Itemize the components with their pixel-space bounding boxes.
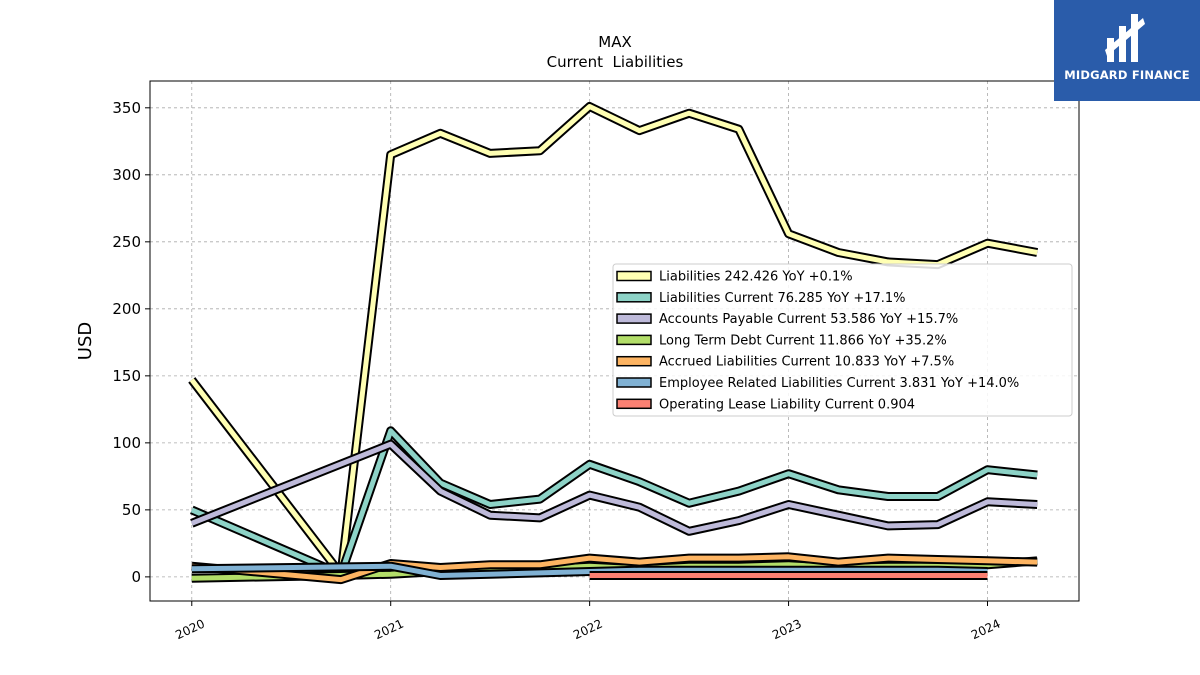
x-tick-label: 2024 bbox=[969, 617, 1003, 643]
legend-swatch bbox=[616, 292, 652, 303]
legend-label: Long Term Debt Current 11.866 YoY +35.2% bbox=[659, 333, 947, 348]
x-tick-label: 2021 bbox=[372, 617, 406, 643]
logo-mark-icon bbox=[1105, 14, 1145, 62]
plot-frame bbox=[149, 80, 1080, 602]
series-outline bbox=[190, 439, 1038, 536]
y-tick-label: 100 bbox=[112, 434, 141, 452]
legend: Liabilities 242.426 YoY +0.1% Liabilities… bbox=[612, 263, 1073, 417]
y-tick-label: 150 bbox=[112, 367, 141, 385]
legend-label: Liabilities 242.426 YoY +0.1% bbox=[659, 270, 853, 285]
series-employee-related-liabilities-current bbox=[191, 561, 988, 580]
series-layer bbox=[188, 102, 1039, 585]
legend-box bbox=[612, 263, 1073, 417]
logo: MIDGARD FINANCE bbox=[1054, 0, 1200, 101]
legend-label: Accrued Liabilities Current 10.833 YoY +… bbox=[659, 355, 954, 370]
chart-subtitle: Current Liabilities bbox=[547, 53, 684, 71]
y-tick-label: 250 bbox=[112, 233, 141, 251]
y-tick-label: 0 bbox=[131, 568, 141, 586]
y-tick-label: 50 bbox=[122, 501, 141, 519]
x-tick-label: 2020 bbox=[173, 617, 207, 643]
logo-text: MIDGARD FINANCE bbox=[1064, 68, 1190, 82]
series-liabilities bbox=[188, 102, 1039, 579]
legend-swatch bbox=[616, 313, 652, 324]
x-tick-label: 2023 bbox=[770, 617, 804, 643]
y-tick-label: 200 bbox=[112, 300, 141, 318]
series-line bbox=[190, 428, 1038, 577]
legend-swatch bbox=[616, 355, 652, 367]
legend-swatch bbox=[616, 398, 652, 410]
legend-label: Liabilities Current 76.285 YoY +17.1% bbox=[659, 291, 906, 306]
legend-label: Operating Lease Liability Current 0.904 bbox=[659, 397, 915, 412]
legend-swatch bbox=[616, 377, 652, 388]
series-accounts-payable-current bbox=[190, 439, 1038, 536]
legend-label: Accounts Payable Current 53.586 YoY +15.… bbox=[659, 312, 958, 327]
legend-swatch bbox=[616, 334, 652, 346]
chart-title: MAX bbox=[598, 33, 631, 51]
legend-swatch bbox=[616, 270, 652, 282]
series-line bbox=[191, 554, 1038, 583]
series-liabilities-current bbox=[190, 426, 1038, 579]
series-line bbox=[191, 563, 988, 578]
series-accrued-liabilities-current bbox=[191, 552, 1038, 585]
y-tick-label: 300 bbox=[112, 166, 141, 184]
y-axis-label: USD bbox=[75, 322, 96, 360]
legend-label: Employee Related Liabilities Current 3.8… bbox=[659, 376, 1019, 391]
series-line bbox=[190, 441, 1038, 534]
series-line bbox=[189, 104, 1038, 577]
x-tick-label: 2022 bbox=[571, 617, 605, 643]
y-tick-label: 350 bbox=[112, 99, 141, 117]
